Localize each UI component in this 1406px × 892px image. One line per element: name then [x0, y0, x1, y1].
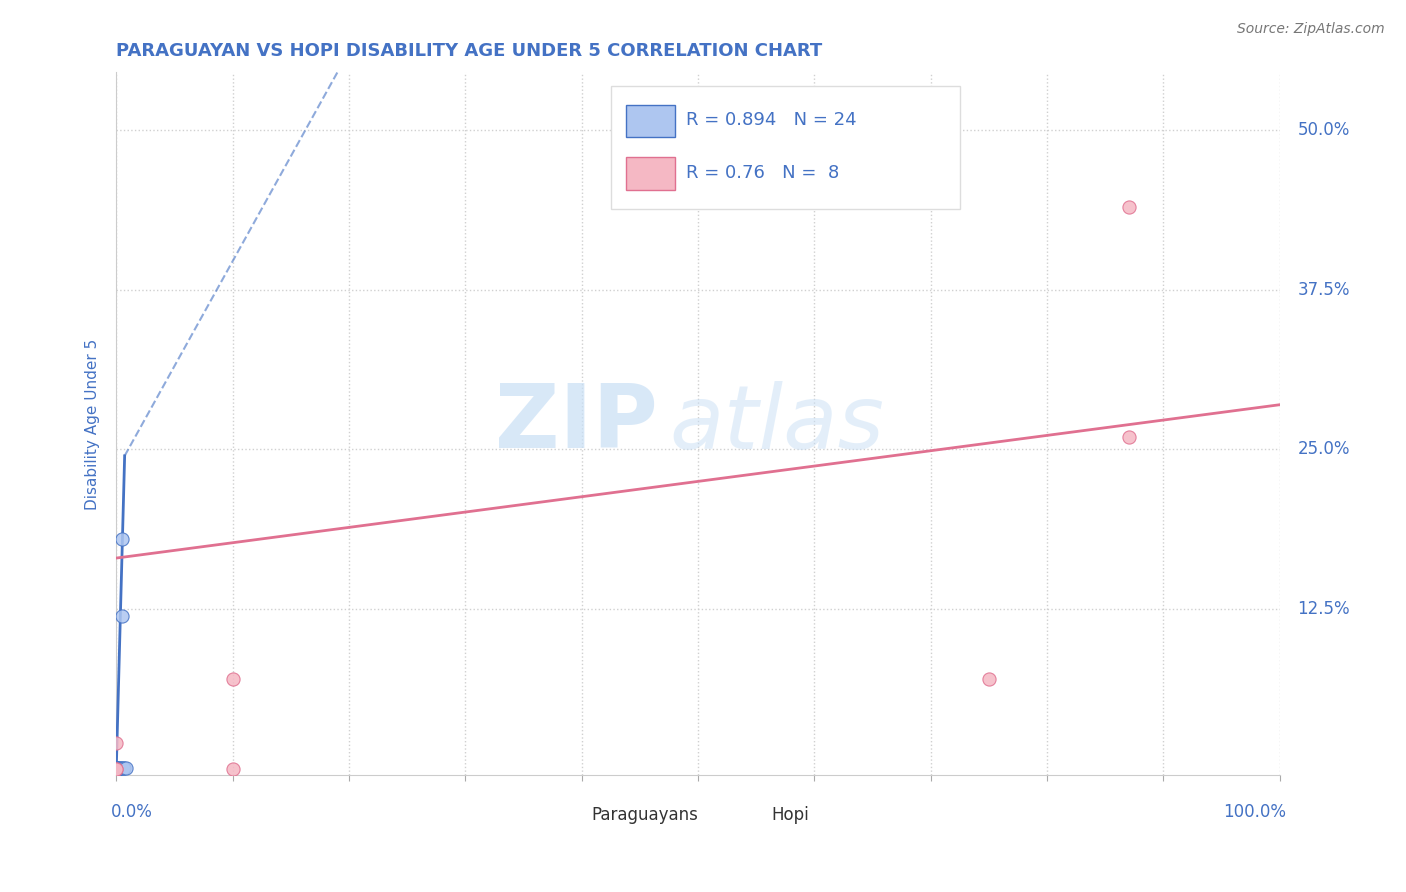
Point: [107, 762, 129, 776]
Point: [112, 761, 135, 775]
Point: [105, 761, 128, 775]
Y-axis label: Disability Age Under 5: Disability Age Under 5: [86, 338, 100, 509]
Text: 100.0%: 100.0%: [1223, 804, 1285, 822]
Point: [111, 532, 134, 546]
Text: 0.0%: 0.0%: [111, 804, 152, 822]
Text: 12.5%: 12.5%: [1298, 600, 1350, 618]
Text: 50.0%: 50.0%: [1298, 121, 1350, 139]
Text: R = 0.76   N =  8: R = 0.76 N = 8: [686, 164, 839, 182]
Point: [105, 761, 128, 775]
Point: [110, 761, 132, 775]
Point: [105, 761, 128, 775]
Point: [105, 762, 128, 776]
Point: [221, 673, 243, 687]
Text: 37.5%: 37.5%: [1298, 281, 1350, 299]
Point: [105, 762, 128, 776]
FancyBboxPatch shape: [544, 806, 583, 824]
Text: atlas: atlas: [669, 381, 884, 467]
Point: [105, 762, 128, 776]
Text: PARAGUAYAN VS HOPI DISABILITY AGE UNDER 5 CORRELATION CHART: PARAGUAYAN VS HOPI DISABILITY AGE UNDER …: [117, 42, 823, 60]
Text: 25.0%: 25.0%: [1298, 441, 1350, 458]
Point: [111, 608, 134, 623]
Point: [105, 762, 128, 776]
FancyBboxPatch shape: [610, 87, 960, 210]
Point: [105, 762, 128, 776]
FancyBboxPatch shape: [626, 158, 675, 190]
Point: [107, 761, 129, 775]
Point: [1118, 200, 1140, 214]
Point: [105, 761, 128, 775]
Point: [105, 762, 128, 776]
Point: [105, 762, 128, 776]
Point: [114, 761, 136, 775]
FancyBboxPatch shape: [626, 104, 675, 137]
Point: [105, 762, 128, 776]
FancyBboxPatch shape: [725, 806, 765, 824]
Text: Paraguayans: Paraguayans: [591, 806, 697, 824]
Point: [977, 673, 1000, 687]
Point: [105, 736, 128, 750]
Point: [108, 761, 131, 775]
Point: [107, 761, 129, 775]
Point: [105, 761, 128, 775]
Text: ZIP: ZIP: [495, 380, 658, 467]
Point: [107, 761, 129, 775]
Point: [112, 761, 135, 775]
Text: Source: ZipAtlas.com: Source: ZipAtlas.com: [1237, 22, 1385, 37]
Text: Hopi: Hopi: [772, 806, 808, 824]
Text: R = 0.894   N = 24: R = 0.894 N = 24: [686, 112, 858, 129]
Point: [1118, 430, 1140, 444]
Point: [105, 762, 128, 776]
Point: [221, 762, 243, 776]
Point: [105, 761, 128, 775]
